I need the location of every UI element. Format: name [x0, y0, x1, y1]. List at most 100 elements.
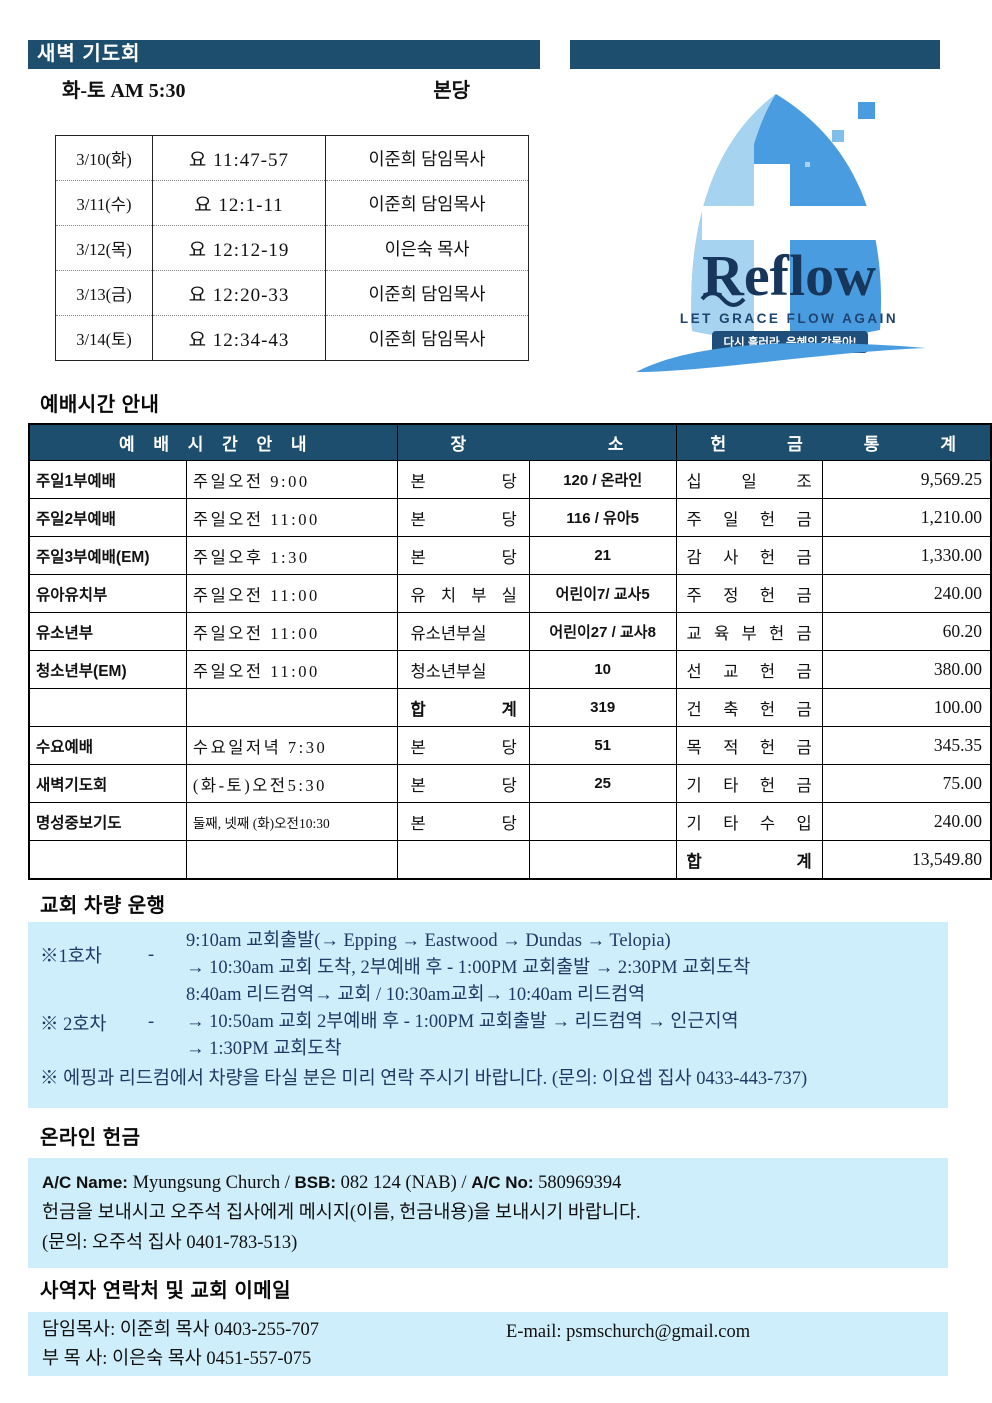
- offering-amount-cell: 1,210.00: [821, 498, 992, 537]
- dawn-date-cell: 3/13(금): [55, 270, 153, 316]
- offering-name-cell: 기 타 수 입: [675, 802, 823, 841]
- logo-swoosh: [636, 342, 926, 372]
- attendance-cell: [528, 840, 677, 880]
- service-table-row: 청소년부(EM) 주일오전 11:00 청소년부실 10 선 교 헌 금 380.00: [28, 650, 992, 689]
- attendance-cell: 116 / 유아5: [528, 498, 677, 537]
- dawn-preacher-cell: 이은숙 목사: [325, 225, 529, 271]
- dawn-scripture-cell: 요 12:12-19: [152, 225, 326, 271]
- offering-amount-cell: 60.20: [821, 612, 992, 651]
- dawn-preacher-cell: 이준희 담임목사: [325, 180, 529, 226]
- contact-line: 담임목사: 이준희 목사 0403-255-707: [42, 1320, 320, 1340]
- attendance-cell: 21: [528, 536, 677, 575]
- logo-square-icon: [805, 162, 810, 167]
- location-cell: 청소년부실: [397, 650, 530, 689]
- location-cell: [397, 840, 530, 880]
- bus-route-line: → 1:30PM 교회도착: [186, 1039, 342, 1059]
- offering-amount-cell: 9,569.25: [821, 460, 992, 499]
- dawn-prayer-header-bar: 새벽 기도회: [28, 40, 540, 69]
- offering-name-cell: 주 일 헌 금: [675, 498, 823, 537]
- header-service-times: 예 배 시 간 안 내: [28, 423, 399, 461]
- service-name-cell: 주일3부예배(EM): [28, 536, 187, 575]
- bus-route-row: ※1호차 - 9:10am 교회출발(→ Epping → Eastwood → D…: [28, 928, 948, 982]
- online-giving-line: (문의: 오주석 집사 0401-783-513): [42, 1233, 298, 1253]
- service-table-row: 명성중보기도 둘째, 넷째 (화)오전10:30 본 당 기 타 수 입 240.00: [28, 802, 992, 841]
- offering-amount-cell: 240.00: [821, 574, 992, 613]
- service-name-cell: 주일2부예배: [28, 498, 187, 537]
- offering-name-cell: 건 축 헌 금: [675, 688, 823, 727]
- services-section-title: 예배시간 안내: [40, 394, 160, 416]
- church-email: E-mail: psmschurch@gmail.com: [506, 1322, 751, 1342]
- dawn-preacher-cell: 이준희 담임목사: [325, 270, 529, 316]
- service-name-cell: 유아유치부: [28, 574, 187, 613]
- account-label: A/C Name:: [42, 1173, 128, 1192]
- service-table-row: 합 계 13,549.80: [28, 840, 992, 880]
- dawn-table-row: 3/10(화) 요 11:47-57 이준희 담임목사: [55, 135, 529, 181]
- bus-route-line: 9:10am 교회출발(→ Epping → Eastwood → Dundas…: [186, 931, 671, 951]
- contact-line: 부 목 사: 이은숙 목사 0451-557-075: [42, 1349, 312, 1369]
- account-label: A/C No:: [471, 1173, 534, 1192]
- offering-name-cell: 목 적 헌 금: [675, 726, 823, 765]
- decorative-header-bar: [570, 40, 940, 69]
- offering-amount-cell: 345.35: [821, 726, 992, 765]
- logo-cross-horizontal: [702, 206, 888, 240]
- offering-amount-cell: 240.00: [821, 802, 992, 841]
- account-value: 580969394: [533, 1173, 622, 1193]
- online-giving-section-title: 온라인 헌금: [40, 1127, 141, 1149]
- dawn-table-row: 3/12(목) 요 12:12-19 이은숙 목사: [55, 225, 529, 271]
- dawn-scripture-cell: 요 11:47-57: [152, 135, 326, 181]
- service-time-cell: [185, 688, 399, 727]
- offering-name-cell: 기 타 헌 금: [675, 764, 823, 803]
- service-name-cell: [28, 688, 187, 727]
- service-time-cell: 주일오전 11:00: [185, 498, 399, 537]
- location-cell: 본 당: [397, 536, 530, 575]
- dawn-date-cell: 3/10(화): [55, 135, 153, 181]
- dawn-preacher-cell: 이준희 담임목사: [325, 135, 529, 181]
- location-cell: 유 치 부 실: [397, 574, 530, 613]
- service-name-cell: 유소년부: [28, 612, 187, 651]
- offering-amount-cell: 75.00: [821, 764, 992, 803]
- service-name-cell: 청소년부(EM): [28, 650, 187, 689]
- location-cell: 본 당: [397, 764, 530, 803]
- service-name-cell: 수요예배: [28, 726, 187, 765]
- online-giving-panel: A/C Name: Myungsung Church / BSB: 082 12…: [28, 1158, 948, 1268]
- service-table-row: 주일2부예배 주일오전 11:00 본 당 116 / 유아5 주 일 헌 금 1,210…: [28, 498, 992, 537]
- bus-route-line: → 10:50am 교회 2부예배 후 - 1:00PM 교회출발 → 리드컴역…: [186, 1012, 739, 1032]
- service-time-cell: 주일오전 9:00: [185, 460, 399, 499]
- attendance-cell: 어린이7/ 교사5: [528, 574, 677, 613]
- service-name-cell: 명성중보기도: [28, 802, 187, 841]
- service-time-cell: 주일오전 11:00: [185, 612, 399, 651]
- dawn-prayer-place: 본당: [433, 80, 470, 102]
- reflow-logo: Reflow LET GRACE FLOW AGAIN 다시 흘러라, 은혜의 …: [636, 94, 926, 372]
- dawn-table-row: 3/13(금) 요 12:20-33 이준희 담임목사: [55, 270, 529, 316]
- attendance-cell: 319: [528, 688, 677, 727]
- table-header-row: 예 배 시 간 안 내 장 소 헌 금 통 계: [28, 423, 992, 461]
- offering-name-cell: 주 정 헌 금: [675, 574, 823, 613]
- location-cell: 합 계: [397, 688, 530, 727]
- logo-cross-vertical: [754, 164, 790, 340]
- location-cell: 본 당: [397, 460, 530, 499]
- online-giving-line: 헌금을 보내시고 오주석 집사에게 메시지(이름, 헌금내용)을 보내시기 바랍…: [42, 1203, 641, 1223]
- dawn-prayer-title: 새벽 기도회: [37, 43, 141, 65]
- dawn-scripture-cell: 요 12:20-33: [152, 270, 326, 316]
- service-time-cell: 주일오전 11:00: [185, 574, 399, 613]
- dawn-preacher-cell: 이준희 담임목사: [325, 315, 529, 361]
- dawn-prayer-schedule-table: 3/10(화) 요 11:47-57 이준희 담임목사 3/11(수) 요 12:1-1…: [55, 135, 529, 361]
- bus-schedule-panel: ※1호차 - 9:10am 교회출발(→ Epping → Eastwood → D…: [28, 922, 948, 1108]
- bus-section-title: 교회 차량 운행: [40, 895, 166, 917]
- attendance-cell: 10: [528, 650, 677, 689]
- location-cell: 본 당: [397, 802, 530, 841]
- bus-route-lines: 8:40am 리드컴역→ 교회 / 10:30am교회→ 10:40am 리드컴…: [186, 982, 739, 1063]
- service-time-cell: (화-토)오전5:30: [185, 764, 399, 803]
- service-time-cell: 주일오전 11:00: [185, 650, 399, 689]
- bus-note: ※ 에핑과 리드컴에서 차량을 타실 분은 미리 연락 주시기 바랍니다. (문…: [40, 1069, 808, 1089]
- service-name-cell: 주일1부예배: [28, 460, 187, 499]
- dawn-prayer-subline: 화-토 AM 5:30 본당: [62, 74, 470, 103]
- bus-route-label: ※1호차: [40, 947, 102, 967]
- location-cell: 본 당: [397, 726, 530, 765]
- bus-route-line: 8:40am 리드컴역→ 교회 / 10:30am교회→ 10:40am 리드컴…: [186, 985, 646, 1005]
- bus-route-line: → 10:30am 교회 도착, 2부예배 후 - 1:00PM 교회출발 → …: [186, 958, 751, 978]
- offering-name-cell: 십 일 조: [675, 460, 823, 499]
- service-time-cell: 주일오후 1:30: [185, 536, 399, 575]
